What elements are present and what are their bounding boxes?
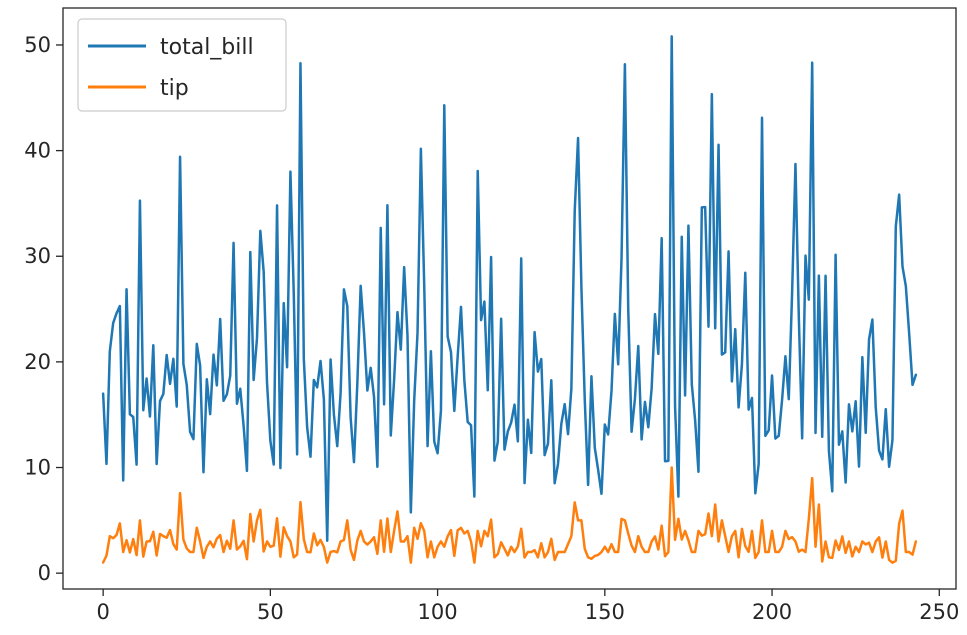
axes-layer: 0 50 100 150 200 250 0 10 20 30 40 50 [24,7,959,624]
x-tick-label: 200 [752,600,792,624]
legend-label-total-bill: total_bill [160,35,254,60]
legend-label-tip: tip [160,76,189,101]
x-tick-label: 100 [418,600,458,624]
y-tick-label: 40 [24,139,51,163]
series-line-tip [101,466,918,564]
legend: total_bill tip [77,18,287,112]
y-tick-label: 50 [24,33,51,57]
x-tick-label: 250 [919,600,959,624]
x-tick-label: 150 [585,600,625,624]
y-tick-label: 30 [24,244,51,268]
y-tick-label: 10 [24,456,51,480]
y-tick-label: 0 [38,561,51,585]
x-tick-label: 0 [96,600,109,624]
axes-frame [62,7,957,590]
y-tick-label: 20 [24,350,51,374]
series-line-total-bill [101,35,918,542]
x-tick-label: 50 [257,600,284,624]
series-layer [101,35,918,564]
